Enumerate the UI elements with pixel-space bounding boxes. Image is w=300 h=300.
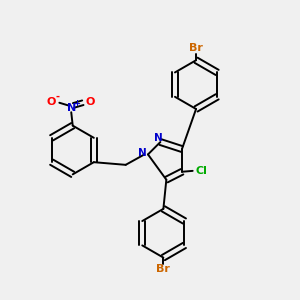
Text: O: O [86,97,95,107]
Text: O: O [46,97,56,107]
Text: N: N [67,103,76,113]
Text: N: N [138,148,147,158]
Text: Br: Br [156,265,170,275]
Text: N: N [154,134,162,143]
Text: Br: Br [189,44,203,53]
Text: -: - [56,92,60,101]
Text: +: + [73,98,80,107]
Text: Cl: Cl [196,166,208,176]
